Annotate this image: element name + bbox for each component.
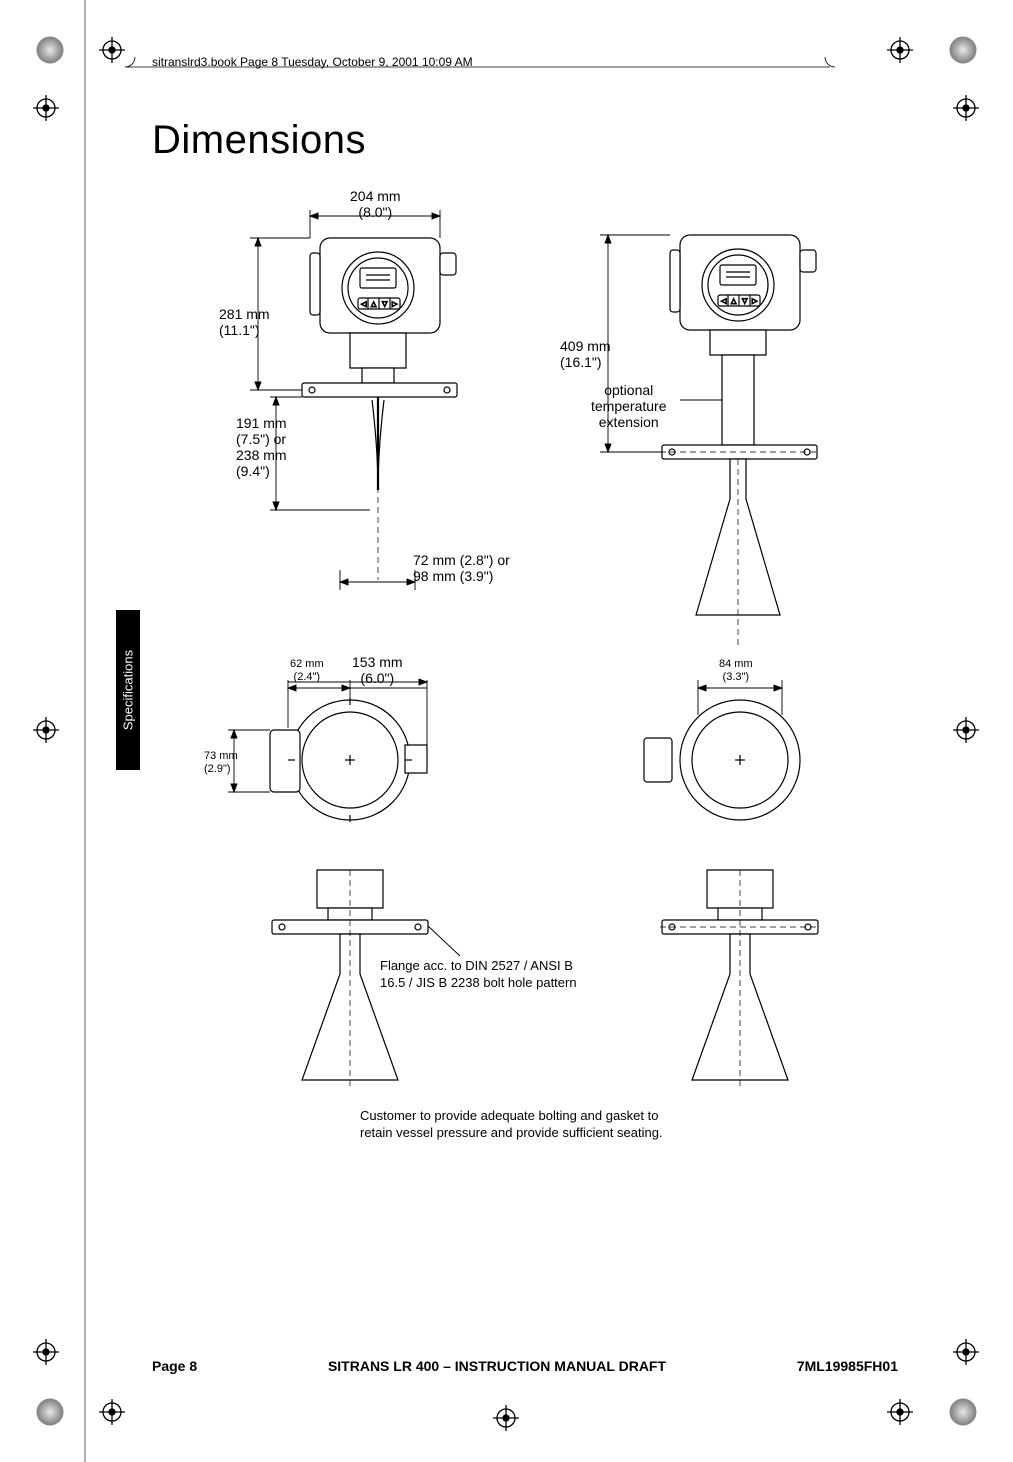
page-footer: Page 8 SITRANS LR 400 – INSTRUCTION MANU…: [152, 1358, 898, 1374]
svg-text:▷: ▷: [752, 298, 758, 305]
figure-device-standard: ◁ △ ▽ ▷: [210, 190, 500, 610]
svg-text:◁: ◁: [361, 301, 367, 308]
svg-text:▽: ▽: [742, 298, 748, 305]
svg-text:△: △: [371, 301, 377, 308]
flange-note: Flange acc. to DIN 2527 / ANSI B16.5 / J…: [380, 958, 660, 992]
footer-title: SITRANS LR 400 – INSTRUCTION MANUAL DRAF…: [328, 1358, 666, 1374]
dim-281mm: 281 mm(11.1"): [219, 306, 270, 338]
section-tab: Specifications: [116, 610, 140, 770]
figure-device-extension: ◁ △ ▽ ▷: [570, 215, 870, 655]
footer-page: Page 8: [152, 1358, 197, 1374]
figure-topview-right: [590, 660, 880, 1100]
figure-topview-left: [200, 660, 510, 1100]
running-header: sitranslrd3.book Page 8 Tuesday, October…: [152, 55, 473, 69]
page-title: Dimensions: [152, 118, 366, 163]
dim-153mm: 153 mm(6.0"): [352, 654, 403, 686]
note-optional-extension: optionaltemperatureextension: [591, 382, 666, 430]
svg-text:▽: ▽: [382, 301, 388, 308]
dim-204mm: 204 mm(8.0"): [350, 188, 401, 220]
dim-62mm: 62 mm(2.4"): [290, 658, 324, 683]
dim-73mm: 73 mm(2.9"): [204, 750, 238, 775]
footer-docno: 7ML19985FH01: [797, 1358, 898, 1374]
dim-72mm: 72 mm (2.8") or98 mm (3.9"): [413, 552, 510, 584]
dim-409mm: 409 mm(16.1"): [560, 338, 611, 370]
customer-note: Customer to provide adequate bolting and…: [360, 1108, 780, 1142]
dim-84mm: 84 mm(3.3"): [719, 658, 753, 683]
svg-text:△: △: [731, 298, 737, 305]
svg-text:◁: ◁: [721, 298, 727, 305]
dim-191mm: 191 mm(7.5") or238 mm(9.4"): [236, 415, 287, 479]
section-tab-label: Specifications: [121, 650, 136, 730]
svg-text:▷: ▷: [392, 301, 398, 308]
page: sitranslrd3.book Page 8 Tuesday, October…: [0, 0, 1013, 1462]
